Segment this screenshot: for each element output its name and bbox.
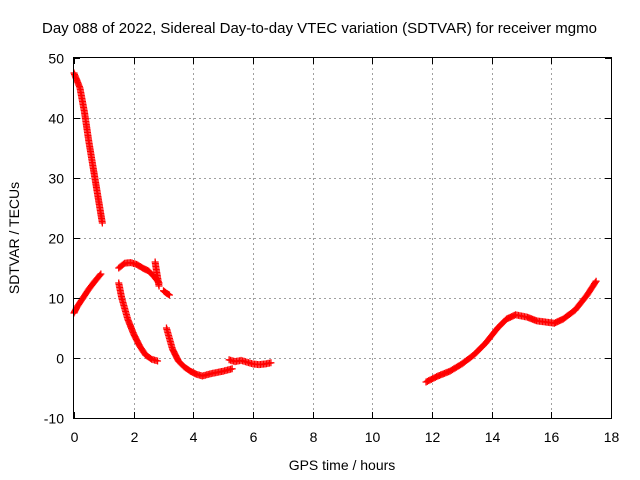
x-tick-label: 4 xyxy=(190,429,198,445)
data-point xyxy=(591,278,599,286)
x-tick-label: 16 xyxy=(544,429,560,445)
x-tick-label: 10 xyxy=(365,429,381,445)
data-point xyxy=(228,365,236,373)
x-tick-label: 2 xyxy=(131,429,139,445)
x-tick-label: 8 xyxy=(310,429,318,445)
x-tick-label: 6 xyxy=(250,429,258,445)
data-points xyxy=(70,69,600,386)
x-tick-label: 12 xyxy=(425,429,441,445)
y-axis-label: SDTVAR / TECUs xyxy=(6,182,22,294)
x-tick-label: 0 xyxy=(71,429,79,445)
y-tick-label: 50 xyxy=(48,51,64,67)
data-point xyxy=(155,282,163,290)
chart-title: Day 088 of 2022, Sidereal Day-to-day VTE… xyxy=(42,20,597,37)
y-tick-label: 30 xyxy=(48,171,64,187)
data-point xyxy=(97,270,105,278)
y-tick-label: 10 xyxy=(48,291,64,307)
x-tick-label: 14 xyxy=(485,429,501,445)
data-point xyxy=(592,277,600,285)
x-axis-label: GPS time / hours xyxy=(289,457,396,473)
data-point xyxy=(154,357,162,365)
y-tick-label: 40 xyxy=(48,111,64,127)
grid-lines xyxy=(74,58,611,418)
data-point xyxy=(165,291,173,299)
data-point xyxy=(96,271,104,279)
axis-ticks: 0 2 4 6 8 10 12 14 16 18 -10 0 10 20 30 40 50 xyxy=(44,51,620,446)
y-tick-label: -10 xyxy=(44,411,64,427)
plot-border xyxy=(73,57,612,419)
data-point xyxy=(98,219,106,227)
x-tick-label: 18 xyxy=(604,429,620,445)
y-tick-label: 20 xyxy=(48,231,64,247)
y-tick-label: 0 xyxy=(56,351,64,367)
data-point xyxy=(267,359,275,367)
